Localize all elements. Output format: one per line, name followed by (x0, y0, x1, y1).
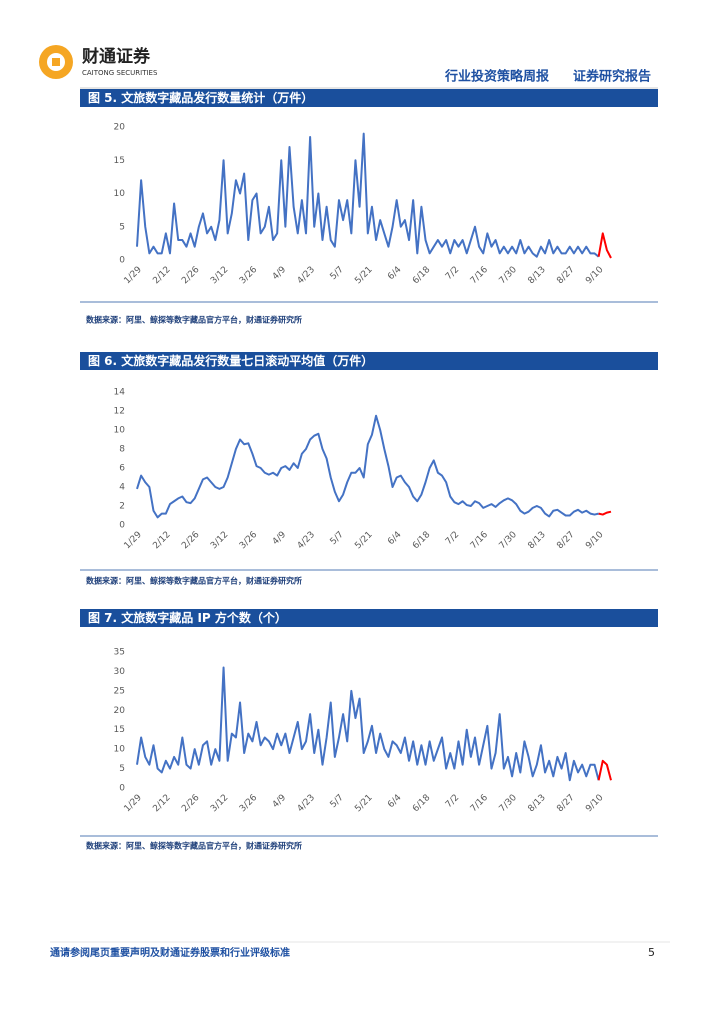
x-tick-label: 3/26 (238, 265, 260, 287)
y-tick-label: 25 (114, 686, 125, 696)
y-tick-label: 5 (119, 764, 125, 774)
x-tick-label: 4/9 (271, 530, 289, 548)
x-tick-label: 2/12 (151, 530, 172, 551)
x-tick-label: 9/10 (584, 793, 606, 815)
figure-title-bar (80, 609, 658, 627)
x-tick-label: 4/9 (271, 793, 289, 811)
y-tick-label: 15 (114, 725, 125, 735)
x-tick-label: 7/16 (469, 265, 491, 287)
y-tick-label: 12 (114, 407, 125, 417)
y-tick-label: 4 (119, 483, 125, 493)
y-tick-label: 0 (119, 521, 125, 531)
y-tick-label: 10 (114, 745, 126, 755)
page-number: 5 (648, 946, 655, 959)
x-tick-label: 8/27 (555, 530, 576, 551)
series-line (597, 232, 612, 259)
x-tick-label: 5/21 (353, 793, 374, 814)
x-tick-label: 3/12 (209, 265, 230, 286)
x-tick-label: 2/26 (180, 530, 202, 552)
figure-title: 图 7. 文旅数字藏品 IP 方个数（个） (88, 610, 287, 625)
logo-name: 财通证券 (81, 46, 151, 67)
series-line (136, 414, 599, 519)
x-tick-label: 7/2 (444, 530, 461, 547)
y-tick-label: 20 (114, 123, 126, 133)
x-tick-label: 8/27 (555, 793, 576, 814)
y-tick-label: 10 (114, 189, 126, 199)
x-tick-label: 2/26 (180, 793, 202, 815)
y-tick-label: 0 (119, 256, 125, 266)
x-tick-label: 3/26 (238, 530, 260, 552)
x-tick-label: 8/13 (526, 265, 547, 286)
x-tick-label: 5/7 (329, 530, 346, 547)
x-tick-label: 3/12 (209, 793, 230, 814)
figure-source: 数据来源：阿里、鲸探等数字藏品官方平台，财通证券研究所 (86, 576, 302, 586)
x-tick-label: 5/7 (329, 793, 346, 810)
x-tick-label: 7/2 (444, 265, 461, 282)
x-tick-label: 3/26 (238, 793, 260, 815)
figure-source: 数据来源：阿里、鲸探等数字藏品官方平台，财通证券研究所 (86, 315, 302, 325)
x-tick-label: 2/26 (180, 265, 202, 287)
x-tick-label: 4/9 (271, 265, 289, 283)
figure-source: 数据来源：阿里、鲸探等数字藏品官方平台，财通证券研究所 (86, 841, 302, 851)
x-tick-label: 2/12 (151, 265, 172, 286)
x-tick-label: 8/13 (526, 530, 547, 551)
x-tick-label: 6/18 (411, 793, 433, 815)
y-tick-label: 6 (119, 464, 125, 474)
series-line (136, 666, 600, 782)
x-tick-label: 2/12 (151, 793, 172, 814)
report-type: 行业投资策略周报 (444, 69, 550, 85)
figure-title: 图 6. 文旅数字藏品发行数量七日滚动平均值（万件） (88, 353, 373, 368)
x-tick-label: 7/30 (498, 265, 520, 287)
y-tick-label: 15 (114, 156, 125, 166)
y-tick-label: 20 (114, 706, 126, 716)
x-tick-label: 7/30 (498, 793, 520, 815)
x-tick-label: 7/16 (469, 530, 491, 552)
report-category: 证券研究报告 (573, 69, 651, 85)
x-tick-label: 1/29 (123, 793, 145, 815)
x-tick-label: 5/21 (353, 265, 374, 286)
x-tick-label: 1/29 (123, 265, 145, 287)
x-tick-label: 9/10 (584, 530, 606, 552)
x-tick-label: 5/7 (329, 265, 346, 282)
x-tick-label: 7/2 (444, 793, 461, 810)
x-tick-label: 9/10 (584, 265, 606, 287)
x-tick-label: 6/4 (386, 793, 404, 811)
x-tick-label: 7/30 (498, 530, 520, 552)
y-tick-label: 10 (114, 426, 126, 436)
series-line (598, 510, 612, 516)
figure-title: 图 5. 文旅数字藏品发行数量统计（万件） (88, 90, 313, 105)
x-tick-label: 3/12 (209, 530, 230, 551)
x-tick-label: 8/13 (526, 793, 547, 814)
series-line (136, 132, 600, 258)
series-line (597, 759, 612, 781)
figure-title-bar (80, 352, 658, 370)
y-tick-label: 30 (114, 667, 126, 677)
x-tick-label: 6/18 (411, 530, 433, 552)
y-tick-label: 8 (119, 445, 125, 455)
x-tick-label: 6/4 (386, 265, 404, 283)
x-tick-label: 8/27 (555, 265, 576, 286)
y-tick-label: 2 (119, 502, 125, 512)
y-tick-label: 14 (114, 388, 126, 398)
figure-title-bar (80, 89, 658, 107)
logo-subname: CAITONG SECURITIES (82, 69, 158, 77)
x-tick-label: 4/23 (296, 793, 317, 814)
x-tick-label: 7/16 (469, 793, 491, 815)
y-tick-label: 5 (119, 222, 125, 232)
x-tick-label: 4/23 (296, 265, 317, 286)
footer-disclaimer: 通请参阅尾页重要声明及财通证券股票和行业评级标准 (50, 946, 290, 959)
x-tick-label: 4/23 (296, 530, 317, 551)
y-tick-label: 0 (119, 784, 125, 794)
x-tick-label: 5/21 (353, 530, 374, 551)
x-tick-label: 6/18 (411, 265, 433, 287)
logo-mark (39, 45, 73, 79)
y-tick-label: 35 (114, 648, 125, 658)
x-tick-label: 6/4 (386, 530, 404, 548)
x-tick-label: 1/29 (123, 530, 145, 552)
